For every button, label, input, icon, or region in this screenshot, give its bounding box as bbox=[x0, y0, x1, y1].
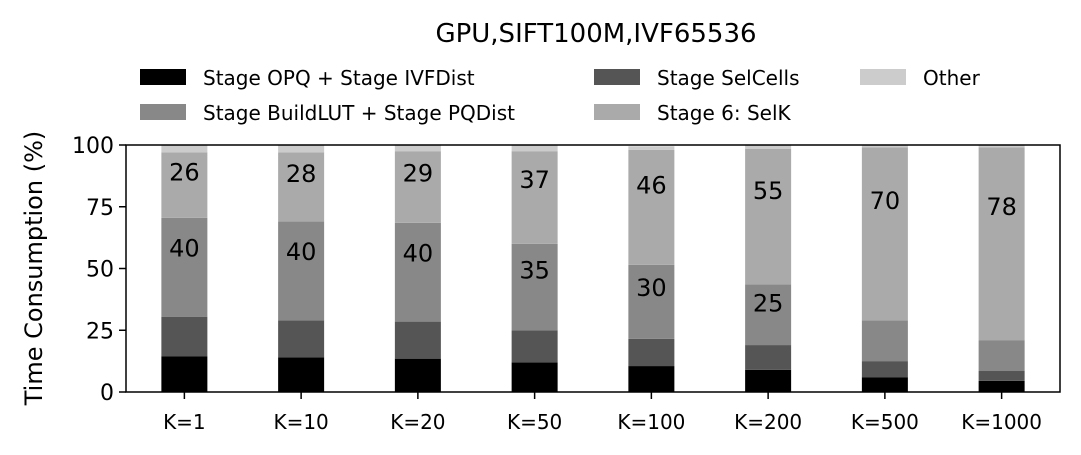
plot-frame bbox=[125, 144, 1061, 393]
bar-stage-opq-stage-ivfdist bbox=[745, 369, 792, 392]
x-tick-label: K=10 bbox=[273, 410, 328, 434]
data-labels: 40 40 40 35 30 25 26 28 29 37 46 55 70 78 bbox=[169, 159, 1017, 318]
bar-stage-opq-stage-ivfdist bbox=[394, 358, 441, 392]
bar-stage-buildlut-stage-pqdist bbox=[511, 243, 558, 331]
bar-stage-buildlut-stage-pqdist bbox=[628, 264, 675, 339]
x-axis: K=1 K=10 K=20 K=50 K=100 K=200 K=500 K=1000 bbox=[163, 392, 1042, 434]
bar-stage-buildlut-stage-pqdist bbox=[161, 217, 208, 317]
y-tick-label: 50 bbox=[86, 258, 114, 283]
x-tick-label: K=20 bbox=[390, 410, 445, 434]
bar-stage-selcells bbox=[861, 361, 908, 378]
bar-stage-6-selk bbox=[978, 147, 1025, 341]
legend-swatch-other bbox=[860, 69, 906, 85]
bar-stage-opq-stage-ivfdist bbox=[161, 356, 208, 392]
bar-stage-opq-stage-ivfdist bbox=[978, 380, 1025, 392]
x-tick-label: K=1000 bbox=[961, 410, 1042, 434]
data-label: 40 bbox=[286, 238, 317, 266]
legend: Stage OPQ + Stage IVFDist Stage BuildLUT … bbox=[140, 66, 981, 125]
y-tick-label: 25 bbox=[86, 319, 114, 344]
bar-stage-selcells bbox=[278, 320, 325, 358]
legend-label-stage-6-selk: Stage 6: SelK bbox=[657, 101, 792, 125]
chart-title: GPU,SIFT100M,IVF65536 bbox=[435, 19, 756, 49]
bar-stage-6-selk bbox=[628, 149, 675, 265]
x-tick-label: K=1 bbox=[163, 410, 206, 434]
bar-stage-selcells bbox=[628, 338, 675, 367]
x-tick-label: K=500 bbox=[851, 410, 919, 434]
legend-label-stage-opq-stage-ivfdist: Stage OPQ + Stage IVFDist bbox=[203, 66, 475, 90]
data-label: 28 bbox=[286, 160, 317, 188]
bar-stage-6-selk bbox=[745, 148, 792, 285]
legend-swatch-stage-6-selk bbox=[594, 104, 640, 120]
legend-swatch-stage-selcells bbox=[594, 69, 640, 85]
bar-other bbox=[511, 145, 558, 152]
bar-stage-selcells bbox=[745, 345, 792, 370]
y-axis: 0 25 50 75 100 bbox=[72, 134, 126, 406]
data-label: 30 bbox=[636, 274, 667, 302]
data-label: 25 bbox=[753, 289, 784, 317]
bar-other bbox=[278, 145, 325, 153]
x-tick-label: K=100 bbox=[617, 410, 685, 434]
bar-other bbox=[745, 145, 792, 149]
data-label: 26 bbox=[169, 159, 200, 187]
y-tick-label: 100 bbox=[72, 134, 114, 159]
y-tick-label: 0 bbox=[100, 381, 114, 406]
bar-stage-opq-stage-ivfdist bbox=[628, 366, 675, 392]
bar-stage-opq-stage-ivfdist bbox=[511, 362, 558, 392]
legend-swatch-stage-opq-stage-ivfdist bbox=[140, 69, 186, 85]
bar-stage-selcells bbox=[978, 371, 1025, 381]
bar-stage-opq-stage-ivfdist bbox=[861, 377, 908, 392]
data-label: 37 bbox=[519, 166, 550, 194]
data-label: 70 bbox=[870, 187, 901, 215]
x-tick-label: K=200 bbox=[734, 410, 802, 434]
data-label: 40 bbox=[403, 239, 434, 267]
bar-stage-buildlut-stage-pqdist bbox=[978, 340, 1025, 372]
bar-stage-selcells bbox=[511, 330, 558, 363]
bar-stage-opq-stage-ivfdist bbox=[278, 357, 325, 392]
y-axis-label: Time Consumption (%) bbox=[20, 131, 48, 406]
bars bbox=[161, 145, 1025, 392]
x-tick-label: K=50 bbox=[507, 410, 562, 434]
bar-stage-6-selk bbox=[278, 152, 325, 222]
legend-label-other: Other bbox=[923, 66, 981, 90]
y-tick-label: 75 bbox=[86, 196, 114, 221]
legend-label-stage-buildlut-stage-pqdist: Stage BuildLUT + Stage PQDist bbox=[203, 101, 515, 125]
bar-other bbox=[628, 146, 675, 150]
data-label: 46 bbox=[636, 172, 667, 200]
bar-other bbox=[861, 145, 908, 148]
bar-stage-selcells bbox=[394, 321, 441, 359]
data-label: 55 bbox=[753, 177, 784, 205]
bar-stage-buildlut-stage-pqdist bbox=[394, 222, 441, 322]
bar-stage-6-selk bbox=[511, 151, 558, 244]
bar-other bbox=[394, 145, 441, 152]
bar-stage-selcells bbox=[161, 316, 208, 357]
bar-stage-6-selk bbox=[861, 147, 908, 321]
data-label: 35 bbox=[519, 257, 550, 285]
data-label: 78 bbox=[986, 193, 1017, 221]
bar-stage-6-selk bbox=[394, 151, 441, 223]
bar-stage-buildlut-stage-pqdist bbox=[278, 221, 325, 321]
legend-label-stage-selcells: Stage SelCells bbox=[657, 66, 800, 90]
data-label: 40 bbox=[169, 234, 200, 262]
bar-stage-6-selk bbox=[161, 152, 208, 218]
legend-swatch-stage-buildlut-stage-pqdist bbox=[140, 104, 186, 120]
bar-other bbox=[978, 145, 1025, 148]
bar-stage-buildlut-stage-pqdist bbox=[861, 320, 908, 362]
bar-other bbox=[161, 145, 208, 153]
bar-stage-buildlut-stage-pqdist bbox=[745, 284, 792, 346]
data-label: 29 bbox=[403, 159, 434, 187]
